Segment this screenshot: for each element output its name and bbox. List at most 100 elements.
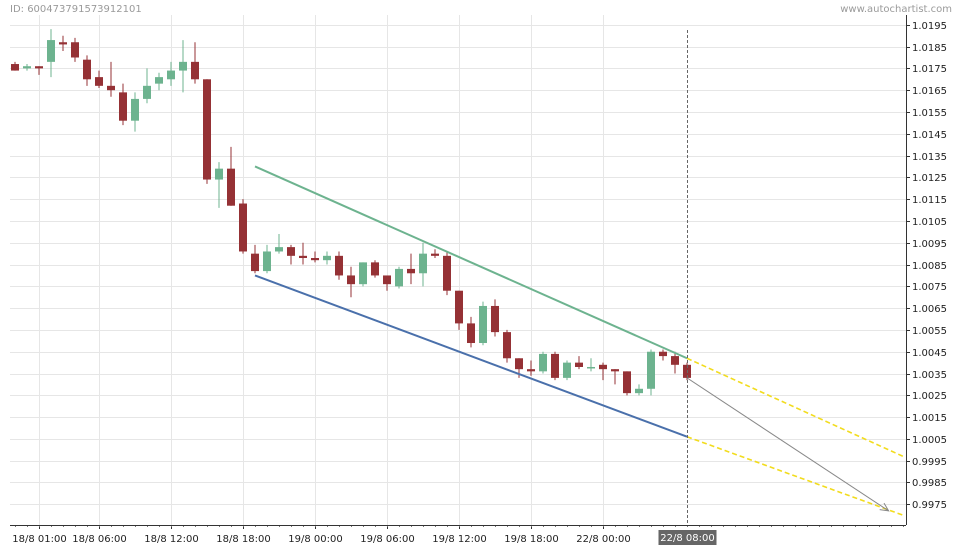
candle-body: [467, 323, 475, 344]
candle-up: [167, 61, 175, 86]
candle-body: [623, 371, 631, 394]
candle-up: [539, 351, 547, 374]
x-tick-label: 19/8 18:00: [504, 534, 558, 545]
candle-down: [203, 79, 211, 184]
candle-body: [191, 61, 199, 80]
candle-body: [83, 59, 91, 80]
axes: [10, 15, 910, 529]
candle-body: [575, 362, 583, 367]
tick-labels: 1.0195 1.0185 1.0175 1.0165 1.0155 1.0145 1.01…: [12, 21, 947, 545]
y-tick-label: 1.0125: [912, 173, 947, 184]
candle-up: [263, 244, 271, 274]
projection-upper-line: [686, 357, 904, 458]
candle-body: [167, 70, 175, 80]
candle-up: [131, 92, 139, 132]
candle-down: [311, 251, 319, 263]
candle-down: [287, 244, 295, 265]
candle-up: [479, 301, 487, 346]
candle-body: [119, 92, 127, 121]
candle-body: [371, 262, 379, 276]
y-tick-label: 1.0085: [912, 261, 947, 272]
candle-body: [419, 253, 427, 274]
candle-down: [671, 351, 679, 374]
candle-body: [35, 66, 43, 69]
candle-up: [419, 242, 427, 287]
candle-body: [11, 64, 19, 71]
x-tick-label: 18/8 18:00: [216, 534, 270, 545]
support-line: [254, 274, 688, 438]
candle-up: [395, 266, 403, 289]
y-tick-label: 1.0115: [912, 195, 947, 206]
candle-body: [71, 42, 79, 58]
gridlines: [10, 15, 906, 525]
candle-body: [647, 351, 655, 389]
candle-down: [371, 260, 379, 278]
candle-down: [239, 199, 247, 254]
candle-body: [155, 77, 163, 84]
candle-down: [383, 275, 391, 291]
resistance-line: [254, 165, 688, 360]
candle-body: [227, 168, 235, 206]
y-tick-label: 1.0165: [912, 86, 947, 97]
candle-down: [71, 37, 79, 62]
candle-up: [47, 29, 55, 78]
candle-body: [443, 255, 451, 291]
candle-down: [659, 349, 667, 361]
y-tick-label: 1.0155: [912, 108, 947, 119]
candle-down: [347, 266, 355, 298]
y-tick-label: 1.0195: [912, 21, 947, 32]
candle-up: [215, 162, 223, 208]
candle-down: [407, 253, 415, 285]
candle-down: [491, 299, 499, 337]
projection-lower-line: [686, 435, 904, 516]
candle-body: [539, 353, 547, 372]
time-cursor: 22/8 08:00: [658, 30, 717, 545]
candle-body: [239, 203, 247, 252]
candle-body: [587, 366, 595, 369]
forecast-line: [686, 377, 889, 512]
current-time-label: 22/8 08:00: [660, 533, 714, 544]
x-tick-label: 18/8 06:00: [72, 534, 126, 545]
current-time-badge: [658, 530, 717, 545]
candle-body: [203, 79, 211, 180]
candle-body: [455, 290, 463, 324]
candle-up: [635, 384, 643, 396]
candle-body: [359, 262, 367, 285]
candle-body: [143, 85, 151, 99]
candle-down: [299, 242, 307, 265]
y-tick-label: 1.0185: [912, 43, 947, 54]
candle-body: [263, 251, 271, 272]
candle-down: [623, 371, 631, 396]
candle-body: [491, 305, 499, 333]
candle-body: [479, 305, 487, 344]
candle-body: [551, 353, 559, 378]
candle-body: [179, 61, 187, 71]
candle-body: [215, 168, 223, 180]
candle-body: [107, 85, 115, 91]
chart-id-label: ID: 6004737915739121​01: [10, 4, 142, 15]
candle-down: [527, 360, 535, 376]
y-tick-label: 1.0005: [912, 435, 947, 446]
candle-body: [335, 255, 343, 276]
y-tick-label: 1.0105: [912, 217, 947, 228]
candle-body: [503, 332, 511, 359]
candle-down: [11, 61, 19, 71]
candle-up: [143, 68, 151, 104]
candles: [11, 29, 691, 396]
candle-body: [23, 66, 31, 69]
candle-up: [23, 64, 31, 71]
y-tick-label: 1.0035: [912, 370, 947, 381]
candle-up: [359, 262, 367, 287]
candle-body: [407, 268, 415, 274]
candle-body: [611, 369, 619, 372]
candle-body: [599, 364, 607, 370]
candle-body: [515, 358, 523, 370]
candle-down: [503, 329, 511, 363]
candle-up: [587, 358, 595, 372]
candle-body: [635, 388, 643, 394]
candle-body: [59, 42, 67, 45]
x-tick-label: 18/8 12:00: [144, 534, 198, 545]
y-tick-label: 1.0075: [912, 282, 947, 293]
y-tick-label: 1.0095: [912, 239, 947, 250]
